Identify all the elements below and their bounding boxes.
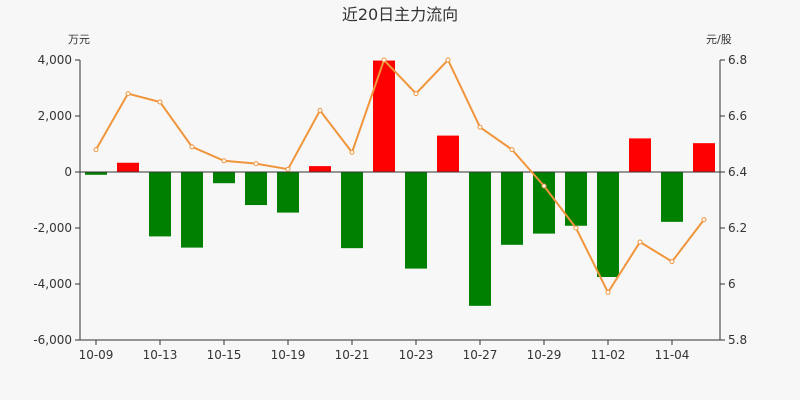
price-point (157, 99, 163, 105)
flow-bar (277, 172, 299, 213)
left-axis-tick-label: -2,000 (33, 221, 72, 235)
x-axis-tick-label: 10-19 (271, 348, 306, 362)
flow-bar (341, 172, 363, 249)
x-axis: 10-09 10-13 10-15 10-19 10-21 10-23 10-27 10-29… (79, 339, 720, 362)
x-axis-tick-label: 10-27 (463, 348, 498, 362)
flow-bars (80, 60, 720, 306)
flow-bar (533, 172, 555, 234)
x-axis-tick-label: 11-02 (591, 348, 626, 362)
right-axis-tick-label: 5.8 (728, 333, 747, 347)
x-axis-tick-label: 10-15 (207, 348, 242, 362)
price-point (605, 289, 611, 295)
right-axis-unit: 元/股 (706, 33, 732, 46)
right-axis: 5.8 6 6.2 6.4 6.6 6.8 (719, 53, 747, 347)
x-axis-tick-label: 10-13 (143, 348, 178, 362)
left-axis-tick-label: 4,000 (38, 53, 72, 67)
price-point (317, 107, 323, 113)
flow-bar (245, 172, 267, 206)
right-axis-tick-label: 6.4 (728, 165, 747, 179)
x-axis-tick-label: 10-29 (527, 348, 562, 362)
flow-bar (85, 172, 107, 175)
price-point (701, 217, 707, 223)
price-point (189, 144, 195, 150)
left-axis-tick-label: 0 (64, 165, 72, 179)
flow-bar (565, 172, 587, 226)
price-point (253, 161, 259, 167)
flow-bar (149, 172, 171, 237)
price-line-series (93, 57, 707, 295)
price-point (349, 149, 355, 155)
right-axis-tick-label: 6.6 (728, 109, 747, 123)
flow-bar (437, 135, 459, 172)
price-point (285, 166, 291, 172)
flow-bar (597, 172, 619, 277)
flow-bar (661, 172, 683, 222)
right-axis-tick-label: 6.8 (728, 53, 747, 67)
x-axis-tick-label: 10-09 (79, 348, 114, 362)
price-line (95, 58, 705, 295)
price-point (509, 147, 515, 153)
price-point (93, 147, 99, 153)
flow-bar (693, 143, 715, 172)
x-axis-tick-label: 10-23 (399, 348, 434, 362)
x-axis-tick-label: 10-21 (335, 348, 370, 362)
flow-bar (629, 138, 651, 172)
price-point (637, 239, 643, 245)
x-axis-tick-label: 11-04 (655, 348, 690, 362)
flow-bar (405, 172, 427, 269)
flow-bar (181, 172, 203, 248)
price-point (477, 124, 483, 130)
price-point (445, 57, 451, 63)
chart-title: 近20日主力流向 (342, 5, 458, 24)
flow-bar (309, 166, 331, 172)
flow-bar (469, 172, 491, 306)
left-axis: -6,000 -4,000 -2,000 0 2,000 4,000 (33, 53, 81, 347)
left-axis-tick-label: 2,000 (38, 109, 72, 123)
right-axis-tick-label: 6.2 (728, 221, 747, 235)
price-point (669, 259, 675, 265)
right-axis-tick-label: 6 (728, 277, 736, 291)
price-point (541, 183, 547, 189)
price-point (381, 57, 387, 63)
flow-bar (373, 60, 395, 173)
price-point (221, 158, 227, 164)
left-axis-unit: 万元 (68, 33, 90, 46)
price-point (125, 91, 131, 97)
left-axis-tick-label: -4,000 (33, 277, 72, 291)
left-axis-tick-label: -6,000 (33, 333, 72, 347)
price-point (573, 225, 579, 231)
flow-bar (501, 172, 523, 245)
flow-bar (213, 172, 235, 184)
flow-bar (117, 162, 139, 172)
price-point (413, 91, 419, 97)
